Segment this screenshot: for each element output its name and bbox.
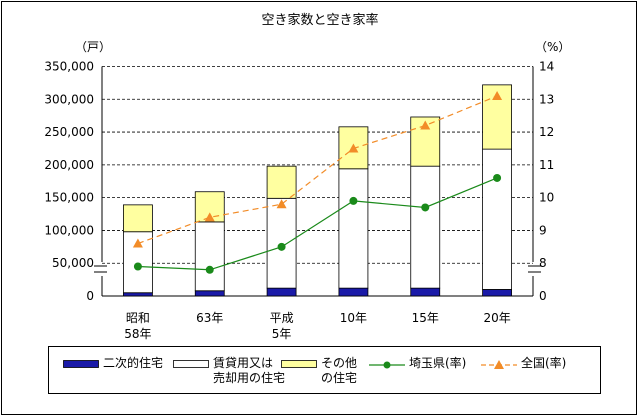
legend-line-symbol [481, 360, 517, 369]
national-rate-point [276, 199, 287, 209]
right-tick-label: 14 [539, 60, 554, 74]
left-tick-label: 200,000 [44, 158, 94, 172]
left-tick-label: 150,000 [44, 191, 94, 205]
legend-line-symbol [369, 361, 405, 369]
bar-other [123, 204, 153, 233]
x-tick-label: 平成 [270, 311, 294, 325]
bar-secondary [123, 292, 153, 297]
legend-label: 賃貸用又は 売却用の住宅 [213, 356, 285, 386]
national-rate-point [204, 212, 215, 222]
bar-rental [338, 168, 369, 289]
legend-label-line: 全国(率) [521, 356, 567, 370]
right-tick-label: 11 [539, 158, 554, 172]
saitama-rate-point [133, 262, 142, 271]
legend-label-line: 賃貸用又は [213, 356, 274, 370]
saitama-rate-point [493, 173, 502, 182]
saitama-rate-line [137, 177, 498, 271]
right-tick-label: 8 [539, 256, 547, 270]
right-tick-label: 13 [539, 92, 554, 106]
saitama-rate-point [277, 242, 286, 251]
legend-label: その他 の住宅 [321, 356, 357, 386]
right-tick-label: 0 [539, 289, 547, 303]
x-tick-label: 20年 [483, 311, 510, 325]
x-tick-label: 5年 [272, 327, 292, 341]
national-rate-point [492, 91, 503, 101]
bar-rental [410, 165, 441, 289]
saitama-rate-point [205, 265, 214, 274]
x-tick-label: 10年 [340, 311, 367, 325]
national-rate-line [137, 95, 498, 245]
left-tick-label: 300,000 [44, 92, 94, 106]
legend-label-line: 売却用の住宅 [213, 371, 286, 385]
bar-rental [194, 221, 225, 292]
chart-legend: 二次的住宅 賃貸用又は 売却用の住宅 その他 の住宅 埼玉県(率) 全国(率) [48, 346, 601, 394]
x-tick-label: 昭和 [126, 311, 150, 325]
legend-label-line: その他 [321, 356, 358, 370]
right-tick-label: 10 [539, 191, 554, 205]
bar-secondary [482, 289, 512, 297]
national-rate-point [132, 238, 143, 248]
bar-other [194, 191, 225, 223]
x-tick-label: 58年 [124, 327, 151, 341]
legend-label: 二次的住宅 [103, 356, 163, 371]
legend-swatch [63, 360, 99, 368]
national-rate-point [420, 120, 431, 130]
x-tick-label: 63年 [196, 311, 223, 325]
legend-label-line: 埼玉県(率) [409, 356, 467, 370]
right-tick-label: 9 [539, 223, 547, 237]
bar-rental [482, 148, 512, 290]
left-tick-label: 0 [86, 289, 94, 303]
bar-secondary [410, 287, 441, 297]
bar-secondary [194, 290, 225, 297]
left-tick-label: 100,000 [44, 223, 94, 237]
bar-secondary [338, 287, 369, 297]
legend-label: 全国(率) [521, 356, 566, 371]
bar-other [266, 165, 297, 199]
x-tick-label: 15年 [412, 311, 439, 325]
left-tick-label: 350,000 [44, 60, 94, 74]
saitama-rate-point [349, 196, 358, 205]
saitama-rate-point [421, 203, 430, 212]
legend-swatch [173, 360, 209, 368]
left-tick-label: 250,000 [44, 125, 94, 139]
right-tick-label: 12 [539, 125, 554, 139]
legend-label-line: の住宅 [321, 371, 358, 385]
national-rate-point [348, 143, 359, 153]
chart-title: 空き家数と空き家率 [261, 12, 378, 28]
bar-secondary [266, 287, 297, 297]
legend-swatch [281, 360, 317, 368]
right-axis-unit: （%） [535, 40, 570, 54]
left-axis-unit: （戸） [75, 40, 111, 54]
left-tick-label: 50,000 [52, 256, 94, 270]
legend-label: 埼玉県(率) [409, 356, 466, 371]
legend-label-line: 二次的住宅 [103, 356, 164, 370]
